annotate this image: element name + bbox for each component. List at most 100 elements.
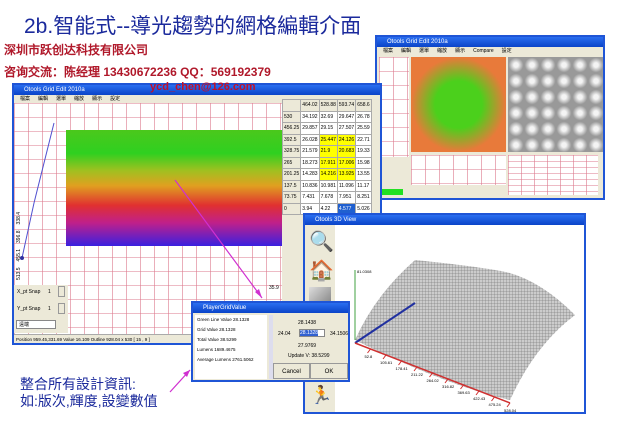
- table-cell[interactable]: 34.192: [300, 110, 320, 123]
- table-cell[interactable]: 22.71: [355, 133, 372, 146]
- value-table: 464.02 528.88 593.74 658.6 530 34.192 32.69 29.…: [281, 99, 372, 215]
- table-cell[interactable]: 21.579: [300, 145, 320, 158]
- list-item[interactable]: Green Line Value 28.1328: [197, 317, 250, 322]
- menu-file[interactable]: 檔案: [20, 96, 31, 102]
- x-tick: [413, 366, 418, 372]
- table-cell[interactable]: 21.9: [318, 145, 338, 158]
- cancel-button[interactable]: Cancel: [273, 363, 310, 379]
- table-cell[interactable]: 26.78: [355, 110, 372, 123]
- table-row: 137.5 10.836 10.981 11.096 11.17: [281, 179, 372, 192]
- table-cell[interactable]: 11.17: [355, 179, 372, 192]
- grid-value-input[interactable]: 28.1328: [299, 329, 325, 337]
- grid-value: 28.1328: [300, 330, 319, 336]
- menu-select[interactable]: 選單: [56, 96, 67, 102]
- list-item[interactable]: Lumens 1689.4675: [197, 347, 236, 352]
- menu-item[interactable]: 編輯: [401, 48, 412, 54]
- table-cell[interactable]: 25.447: [318, 133, 338, 146]
- x-tick: [506, 402, 511, 408]
- x-tick: [398, 360, 402, 366]
- contact-info: 咨询交流：陈经理 13430672236 QQ：569192379: [4, 65, 271, 79]
- y-snap-spinner[interactable]: [58, 303, 65, 314]
- mode-dropdown[interactable]: 遠端: [16, 320, 56, 329]
- profile-plot: [379, 57, 409, 157]
- column-header: 593.74: [336, 99, 357, 112]
- x-tick: [491, 396, 495, 402]
- y-snap-value[interactable]: 1: [48, 306, 51, 312]
- table-cell[interactable]: 10.836: [300, 179, 320, 192]
- x-tick: [444, 378, 449, 384]
- 3d-surface-plot: 81.0308 52.8 105.61178.41211.22264.02316.…: [354, 260, 575, 413]
- axis-labels: 513.5 455.1 396.8 338.4: [16, 212, 22, 280]
- list-item[interactable]: Grid Value 28.1328: [197, 327, 236, 332]
- title-bar: Otools Grid Edit 2010a: [14, 85, 380, 95]
- x-snap-spinner[interactable]: [58, 286, 65, 297]
- x-tick-label: 369.63: [458, 390, 471, 395]
- row-header: 201.25: [281, 168, 302, 181]
- table-cell[interactable]: 17.911: [318, 156, 338, 169]
- menu-item[interactable]: 檔案: [383, 48, 394, 54]
- table-cell[interactable]: 27.507: [336, 122, 357, 135]
- value-list[interactable]: Green Line Value 28.1328 Grid Value 28.13…: [195, 315, 267, 379]
- table-cell[interactable]: 8.251: [355, 191, 372, 204]
- table-cell[interactable]: 20.683: [336, 145, 357, 158]
- title-bar: Otools Grid Edit 2010a: [377, 37, 603, 47]
- column-header: 528.88: [318, 99, 338, 112]
- z-axis-label: 81.0308: [357, 269, 372, 274]
- column-header: 658.6: [355, 99, 372, 112]
- menu-item[interactable]: Compare: [473, 48, 494, 54]
- table-row: 392.5 26.028 25.447 24.126 22.71: [281, 133, 372, 146]
- table-cell[interactable]: 29.15: [318, 122, 338, 135]
- table-cell[interactable]: 17.006: [336, 156, 357, 169]
- table-cell[interactable]: 29.857: [300, 122, 320, 135]
- arrow-caption: [169, 369, 191, 393]
- menu-item[interactable]: 顯示: [455, 48, 466, 54]
- menu-item[interactable]: 選單: [419, 48, 430, 54]
- table-cell[interactable]: 29.647: [336, 110, 357, 123]
- x-tick: [382, 354, 387, 360]
- table-cell[interactable]: 7.951: [336, 191, 357, 204]
- zoom-icon[interactable]: 🔍: [309, 231, 334, 253]
- list-item[interactable]: Total Value 38.5299: [197, 337, 237, 342]
- table-cell[interactable]: 11.096: [336, 179, 357, 192]
- list-item[interactable]: Average Lumens 2761.5062: [197, 357, 254, 362]
- x-tick: [429, 372, 433, 378]
- menu-zoom[interactable]: 縮放: [74, 96, 85, 102]
- row-header: 137.5: [281, 179, 302, 192]
- x-tick-label: 475.24: [489, 402, 502, 407]
- x-tick-label: 316.82: [442, 384, 455, 389]
- profile-curve: [20, 122, 55, 260]
- row-header: 530: [281, 110, 302, 123]
- table-cell[interactable]: 7.431: [300, 191, 320, 204]
- table-cell[interactable]: 13.925: [336, 168, 357, 181]
- axis-label: 513.5: [16, 267, 22, 280]
- table-row: 265 18.273 17.911 17.006 15.98: [281, 156, 372, 169]
- table-cell[interactable]: 19.33: [355, 145, 372, 158]
- table-cell[interactable]: 15.98: [355, 156, 372, 169]
- table-cell[interactable]: 14.283: [300, 168, 320, 181]
- table-cell[interactable]: 32.69: [318, 110, 338, 123]
- table-cell[interactable]: 13.55: [355, 168, 372, 181]
- menu-item[interactable]: 縮放: [437, 48, 448, 54]
- table-cell[interactable]: 26.028: [300, 133, 320, 146]
- menu-settings[interactable]: 設定: [110, 96, 121, 102]
- table-cell[interactable]: 24.126: [336, 133, 357, 146]
- menu-view[interactable]: 顯示: [92, 96, 103, 102]
- run-icon[interactable]: 🏃: [310, 385, 333, 405]
- ok-button[interactable]: OK: [310, 363, 348, 379]
- table-cell[interactable]: 25.59: [355, 122, 372, 135]
- table-cell[interactable]: 14.216: [318, 168, 338, 181]
- home-icon[interactable]: 🏠: [309, 260, 334, 282]
- table-cell[interactable]: 10.981: [318, 179, 338, 192]
- table-row: 73.75 7.431 7.678 7.951 8.251: [281, 191, 372, 204]
- surface-icon[interactable]: [309, 287, 331, 303]
- table-cell[interactable]: 18.273: [300, 156, 320, 169]
- scrollbar[interactable]: [269, 315, 273, 379]
- x-tick: [460, 384, 464, 390]
- menu-edit[interactable]: 編輯: [38, 96, 49, 102]
- x-snap-value[interactable]: 1: [48, 289, 51, 295]
- menu-item[interactable]: 設定: [501, 48, 512, 54]
- snap-panel: X_pt Snap 1 Y_pt Snap 1 遠端: [14, 285, 68, 333]
- table-cell[interactable]: 7.678: [318, 191, 338, 204]
- heatmap[interactable]: [66, 130, 282, 246]
- table-row: 456.25 29.857 29.15 27.507 25.59: [281, 122, 372, 135]
